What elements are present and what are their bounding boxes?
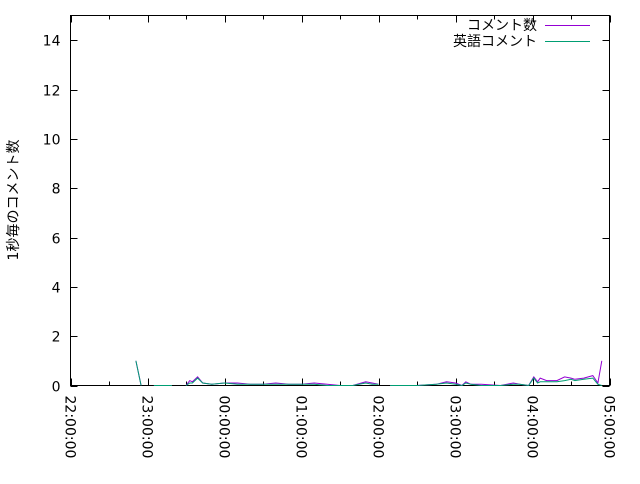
legend: コメント数 英語コメント: [453, 18, 590, 50]
series-line-segment: [390, 377, 602, 387]
y-tick-label: 2: [52, 330, 61, 346]
x-tick-label: 22:00:00: [62, 396, 78, 459]
y-tick-label: 14: [43, 34, 61, 50]
legend-label-1: 英語コメント: [453, 33, 537, 50]
series-lines: [135, 360, 603, 387]
series-line-segment: [135, 360, 142, 386]
series-line-segment: [390, 360, 603, 387]
y-tick-label: 10: [43, 133, 61, 149]
x-tick-label: 01:00:00: [293, 396, 309, 459]
x-tick-label: 02:00:00: [370, 396, 386, 459]
y-tick-label: 8: [52, 182, 61, 198]
y-axis: 0 2 4 6 8 10 12 14: [43, 34, 610, 396]
x-tick-label: 03:00:00: [447, 396, 463, 459]
legend-label-0: コメント数: [467, 18, 537, 34]
y-tick-label: 6: [52, 232, 61, 248]
x-tick-label: 00:00:00: [216, 396, 232, 459]
x-axis: 22:00:00 23:00:00 00:00:00 01:00:00 02:00:00…: [62, 15, 617, 459]
series-line-segment: [185, 377, 379, 386]
series-0: [135, 360, 603, 387]
y-tick-label: 4: [52, 281, 61, 297]
y-tick-label: 12: [43, 84, 61, 100]
series-1: [135, 360, 602, 387]
y-axis-label: 1秒毎のコメント数: [6, 140, 22, 261]
plot-frame: [70, 15, 610, 386]
x-tick-label: 04:00:00: [524, 396, 540, 459]
x-tick-label: 23:00:00: [139, 396, 155, 459]
x-tick-label: 05:00:00: [601, 396, 617, 459]
y-tick-label: 0: [52, 380, 61, 396]
